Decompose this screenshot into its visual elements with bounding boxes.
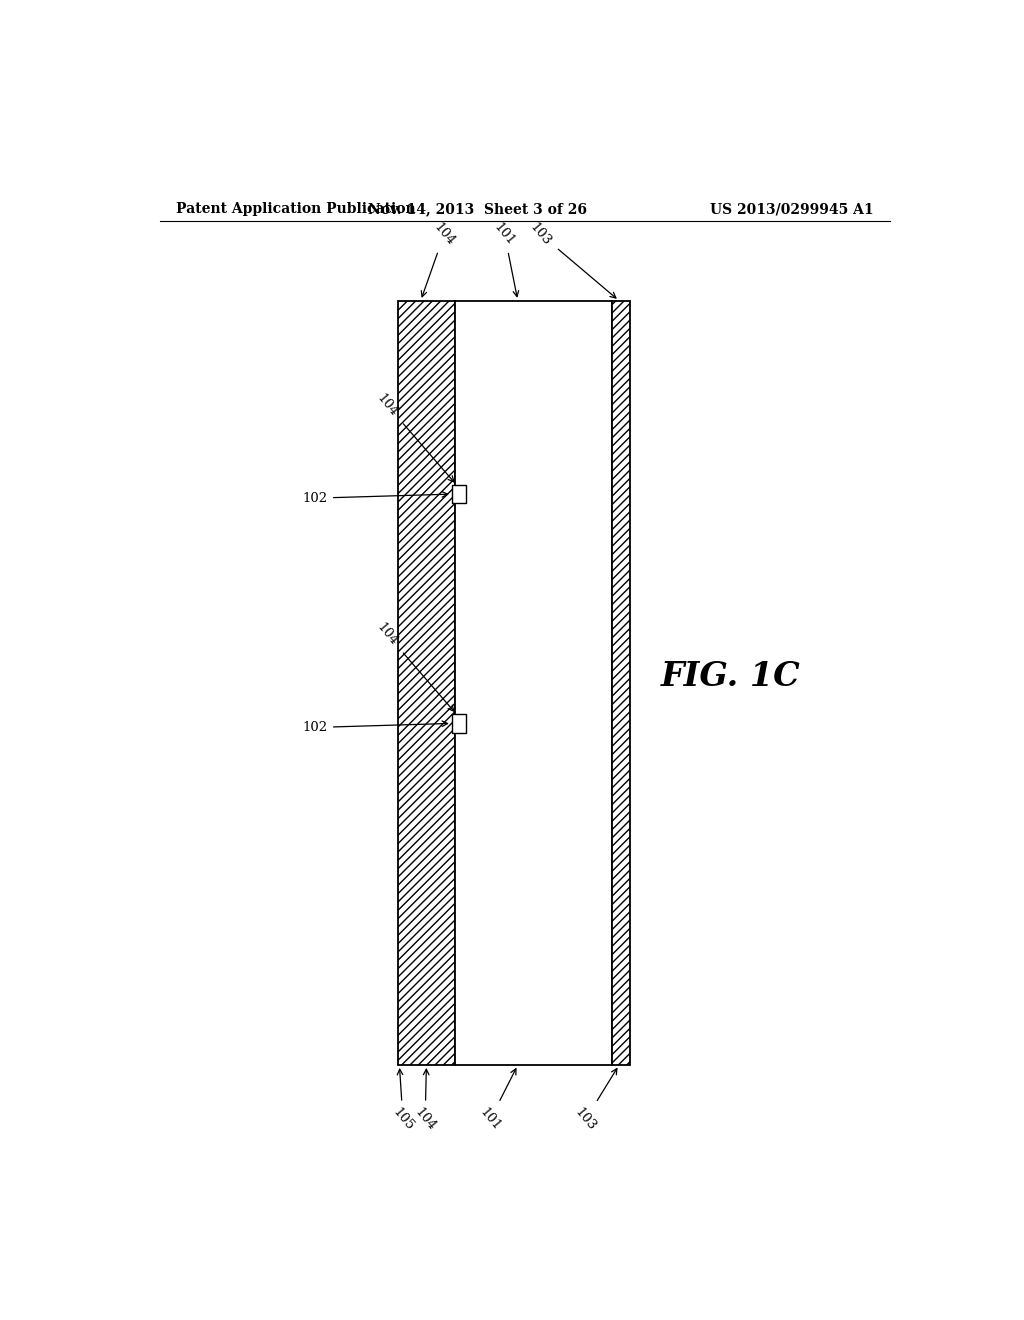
Text: FIG. 1C: FIG. 1C bbox=[662, 660, 801, 693]
Bar bbox=[612, 301, 630, 1065]
Text: 101: 101 bbox=[492, 220, 518, 297]
Bar bbox=[612, 301, 630, 1065]
Bar bbox=[397, 301, 455, 1065]
Bar bbox=[452, 714, 466, 733]
Text: 103: 103 bbox=[527, 220, 615, 298]
Text: 105: 105 bbox=[390, 1069, 416, 1134]
Text: 104: 104 bbox=[374, 391, 454, 482]
Text: 103: 103 bbox=[572, 1069, 616, 1134]
Text: 102: 102 bbox=[303, 721, 447, 734]
Bar bbox=[452, 484, 466, 503]
Text: 101: 101 bbox=[477, 1069, 516, 1134]
Bar bbox=[397, 301, 455, 1065]
Text: Nov. 14, 2013  Sheet 3 of 26: Nov. 14, 2013 Sheet 3 of 26 bbox=[368, 202, 587, 216]
Text: Patent Application Publication: Patent Application Publication bbox=[176, 202, 416, 216]
Text: 104: 104 bbox=[421, 220, 458, 297]
Text: US 2013/0299945 A1: US 2013/0299945 A1 bbox=[711, 202, 873, 216]
Text: 104: 104 bbox=[412, 1069, 438, 1134]
Bar bbox=[455, 301, 612, 1065]
Text: 102: 102 bbox=[303, 491, 447, 504]
Text: 104: 104 bbox=[374, 620, 454, 711]
